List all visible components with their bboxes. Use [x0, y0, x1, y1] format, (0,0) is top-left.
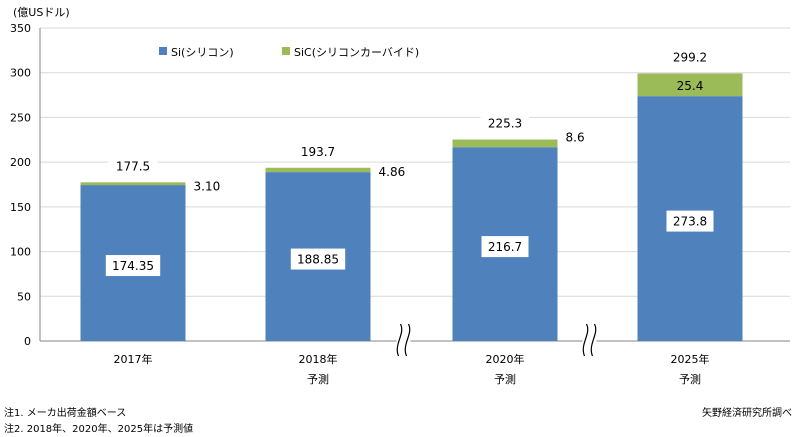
y-axis-unit-label: (億USドル) [13, 6, 70, 19]
y-tick-label: 150 [10, 201, 31, 214]
axis-breaks [396, 322, 597, 358]
y-tick-label: 50 [17, 290, 31, 303]
x-category-sublabel: 予測 [679, 372, 701, 386]
axis-break-mask [396, 322, 411, 358]
total-label-box [665, 47, 715, 66]
y-axis-ticks: 0 50 100 150 200 250 300 350 [10, 22, 31, 348]
axis-break-line [396, 323, 403, 357]
y-tick-label: 300 [10, 67, 31, 80]
total-label-box [108, 156, 158, 175]
y-tick-label: 100 [10, 246, 31, 259]
footnote-2: 注2. 2018年、2020年、2025年は予測値 [4, 424, 194, 435]
si-label-box [481, 236, 529, 258]
x-category-label: 2018年 [299, 352, 338, 366]
source-credit: 矢野経済研究所調べ [702, 408, 792, 419]
legend-swatch-sic [282, 47, 290, 55]
si-label-box [666, 210, 714, 232]
bar-sic [80, 182, 186, 186]
total-value-label: 225.3 [488, 117, 522, 131]
bar-sic [637, 73, 743, 97]
total-label-box [293, 141, 343, 160]
si-label-box [290, 248, 346, 270]
total-value-label: 177.5 [116, 159, 150, 173]
bar-sic [265, 167, 371, 173]
y-tick-label: 200 [10, 156, 31, 169]
legend-label-sic: SiC(シリコンカーバイド) [294, 46, 419, 59]
si-value-label: 174.35 [112, 259, 154, 273]
sic-value-label: 8.6 [566, 131, 585, 145]
axis-break-line [582, 323, 589, 357]
sic-value-label: 4.86 [379, 165, 406, 179]
si-value-label: 216.7 [488, 240, 522, 254]
y-tick-label: 250 [10, 111, 31, 124]
legend: Si(シリコン) SiC(シリコンカーバイド) [159, 46, 419, 59]
x-category-label: 2020年 [486, 352, 525, 366]
legend-swatch-si [159, 47, 167, 55]
total-value-label: 193.7 [301, 145, 335, 159]
si-value-label: 273.8 [673, 215, 707, 229]
axis-break-line [404, 323, 411, 357]
axis-break-mask [582, 322, 597, 358]
si-value-label: 188.85 [297, 253, 339, 267]
x-category-sublabel: 予測 [494, 372, 516, 386]
axis-break-line [590, 323, 597, 357]
stacked-bar-chart: (億USドル) 0 50 100 150 200 250 300 350 174.35 177.… [10, 6, 790, 386]
y-tick-label: 0 [24, 335, 31, 348]
data-labels: 174.35 177.5 3.10 188.85 193.7 4.86 216.7 225.3… [105, 47, 715, 277]
sic-value-label: 25.4 [677, 79, 704, 93]
legend-label-si: Si(シリコン) [171, 46, 234, 59]
si-label-box [105, 255, 161, 277]
footnote-1: 注1. メーカ出荷金額ベース [4, 408, 127, 419]
sic-value-label: 3.10 [194, 179, 221, 193]
y-tick-label: 350 [10, 22, 31, 35]
x-category-sublabel: 予測 [307, 372, 329, 386]
total-value-label: 299.2 [673, 50, 707, 64]
x-category-label: 2025年 [671, 352, 710, 366]
bar-sic [452, 139, 558, 148]
x-category-label: 2017年 [114, 352, 153, 366]
total-label-box [480, 113, 530, 132]
